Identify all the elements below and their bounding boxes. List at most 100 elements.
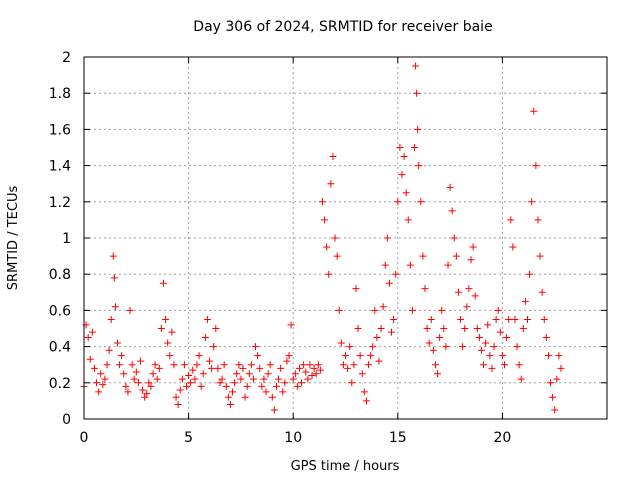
data-point — [342, 352, 349, 360]
data-point — [498, 352, 506, 360]
data-point — [524, 315, 532, 323]
data-point — [254, 352, 262, 360]
data-point — [511, 315, 519, 323]
data-point — [86, 355, 94, 363]
data-point — [109, 252, 117, 260]
data-point — [122, 382, 130, 390]
data-point — [553, 375, 561, 383]
data-point — [442, 343, 450, 351]
data-point — [408, 306, 416, 314]
data-point — [394, 198, 402, 206]
data-point — [448, 207, 456, 215]
chart-title: Day 306 of 2024, SRMTID for receiver bai… — [193, 19, 492, 35]
data-point — [178, 375, 186, 383]
data-point — [446, 183, 454, 191]
data-point — [469, 243, 477, 251]
data-point — [440, 325, 448, 332]
data-point — [352, 285, 360, 293]
data-point — [153, 375, 161, 383]
data-point — [88, 328, 96, 336]
y-tick-label: 0.4 — [49, 340, 71, 356]
data-point — [145, 379, 153, 387]
data-point — [258, 382, 266, 390]
data-point — [247, 361, 255, 369]
data-point — [231, 379, 239, 387]
data-point — [434, 370, 442, 378]
data-point — [413, 89, 421, 97]
data-point — [84, 334, 92, 342]
data-point — [549, 393, 557, 401]
data-point — [419, 252, 427, 260]
data-point — [107, 315, 115, 323]
data-point — [438, 306, 446, 314]
data-point — [285, 352, 293, 360]
data-point — [172, 393, 180, 401]
plot-frame — [83, 56, 608, 420]
data-point — [528, 198, 536, 206]
data-point — [542, 334, 550, 342]
data-point — [482, 339, 490, 347]
data-point — [383, 234, 391, 242]
data-point — [193, 361, 201, 369]
y-tick-label: 1.4 — [49, 159, 71, 175]
y-tick-label: 2 — [62, 50, 71, 66]
data-point — [381, 261, 389, 269]
data-point — [226, 401, 234, 409]
data-point — [337, 339, 345, 347]
data-point — [252, 343, 260, 351]
data-point — [505, 315, 513, 323]
data-point — [362, 397, 370, 405]
data-point — [534, 216, 542, 224]
data-point — [318, 198, 326, 206]
data-point — [312, 370, 320, 378]
data-point — [509, 243, 517, 251]
data-point — [268, 393, 276, 401]
data-point — [392, 270, 400, 278]
data-point — [375, 357, 383, 365]
data-point — [164, 339, 172, 347]
data-point — [130, 375, 138, 383]
data-point — [149, 370, 157, 378]
data-point — [325, 270, 333, 278]
data-point — [459, 343, 467, 351]
data-point — [291, 370, 299, 378]
data-point — [555, 352, 563, 360]
data-point — [417, 198, 425, 206]
data-point — [93, 379, 101, 387]
data-point — [249, 375, 257, 383]
data-point — [155, 364, 163, 372]
data-point — [262, 388, 270, 396]
data-point — [333, 252, 341, 260]
data-point — [329, 153, 337, 161]
data-point — [373, 334, 381, 342]
data-point — [425, 339, 433, 347]
data-point — [354, 325, 362, 332]
data-point — [344, 364, 352, 372]
data-point — [367, 352, 375, 360]
data-point — [346, 343, 354, 351]
data-point — [243, 382, 251, 390]
data-point — [360, 388, 368, 396]
data-point — [358, 370, 366, 378]
data-point — [116, 361, 124, 369]
data-point — [507, 216, 515, 224]
x-tick-label: 20 — [493, 430, 511, 446]
data-point — [526, 270, 534, 278]
data-point — [174, 401, 182, 409]
data-point — [423, 325, 431, 332]
data-point — [415, 162, 423, 170]
data-point — [492, 315, 500, 323]
tick-labels: 0 5 10 15 20 0 0.2 0.4 0.6 0.8 1 1.2 1.4 1.6 1.8 2 — [49, 50, 512, 446]
data-point — [350, 361, 358, 369]
data-point — [287, 321, 295, 329]
data-point — [237, 375, 245, 383]
data-point — [477, 346, 485, 354]
data-point — [503, 334, 511, 342]
data-point — [139, 386, 147, 394]
data-point — [500, 361, 508, 369]
data-point — [421, 285, 429, 293]
data-point — [289, 375, 297, 383]
data-point — [521, 297, 529, 305]
data-point — [162, 315, 170, 323]
